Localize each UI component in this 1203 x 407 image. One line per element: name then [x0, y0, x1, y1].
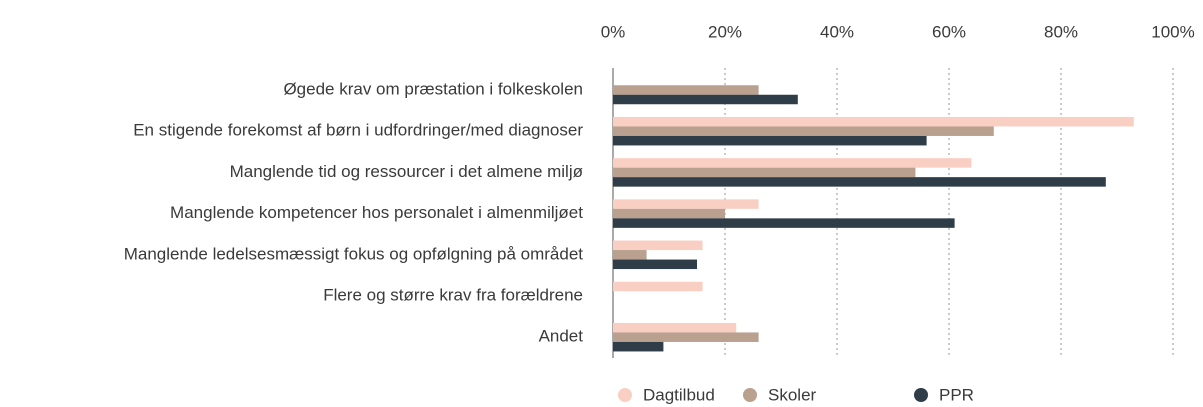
- bar: [613, 135, 927, 146]
- y-tick-label: Øgede krav om præstation i folkeskolen: [283, 79, 583, 98]
- x-tick-label: 100%: [1151, 22, 1194, 41]
- y-tick-label: Manglende kompetencer hos personalet i a…: [170, 203, 583, 222]
- bar: [613, 281, 703, 292]
- bar: [613, 85, 759, 95]
- legend-swatch: [743, 388, 757, 402]
- x-tick-label: 0%: [601, 22, 626, 41]
- bar: [613, 94, 798, 105]
- legend-swatch: [618, 388, 632, 402]
- bar: [613, 208, 725, 219]
- bar: [613, 199, 759, 209]
- bar: [613, 158, 972, 168]
- bar: [613, 332, 759, 342]
- x-tick-label: 20%: [708, 22, 742, 41]
- bar: [613, 341, 664, 352]
- y-tick-label: Manglende tid og ressourcer i det almene…: [230, 162, 583, 181]
- legend-label: PPR: [939, 385, 974, 404]
- bar: [613, 116, 1134, 127]
- x-tick-label: 40%: [820, 22, 854, 41]
- y-tick-label: Andet: [539, 327, 584, 346]
- legend-swatch: [914, 388, 928, 402]
- x-tick-label: 60%: [932, 22, 966, 41]
- bar: [613, 167, 916, 178]
- y-tick-label: Manglende ledelsesmæssigt fokus og opføl…: [124, 244, 584, 263]
- bar: [613, 250, 647, 260]
- legend-label: Skoler: [768, 385, 817, 404]
- legend-label: Dagtilbud: [643, 385, 715, 404]
- bar: [613, 322, 737, 333]
- bar: [613, 218, 955, 228]
- bar: [613, 259, 697, 270]
- y-tick-label: Flere og større krav fra forældrene: [323, 285, 583, 304]
- bar: [613, 240, 703, 251]
- bar: [613, 177, 1106, 187]
- x-tick-label: 80%: [1044, 22, 1078, 41]
- bar: [613, 126, 994, 136]
- y-tick-label: En stigende forekomst af børn i udfordri…: [133, 121, 583, 140]
